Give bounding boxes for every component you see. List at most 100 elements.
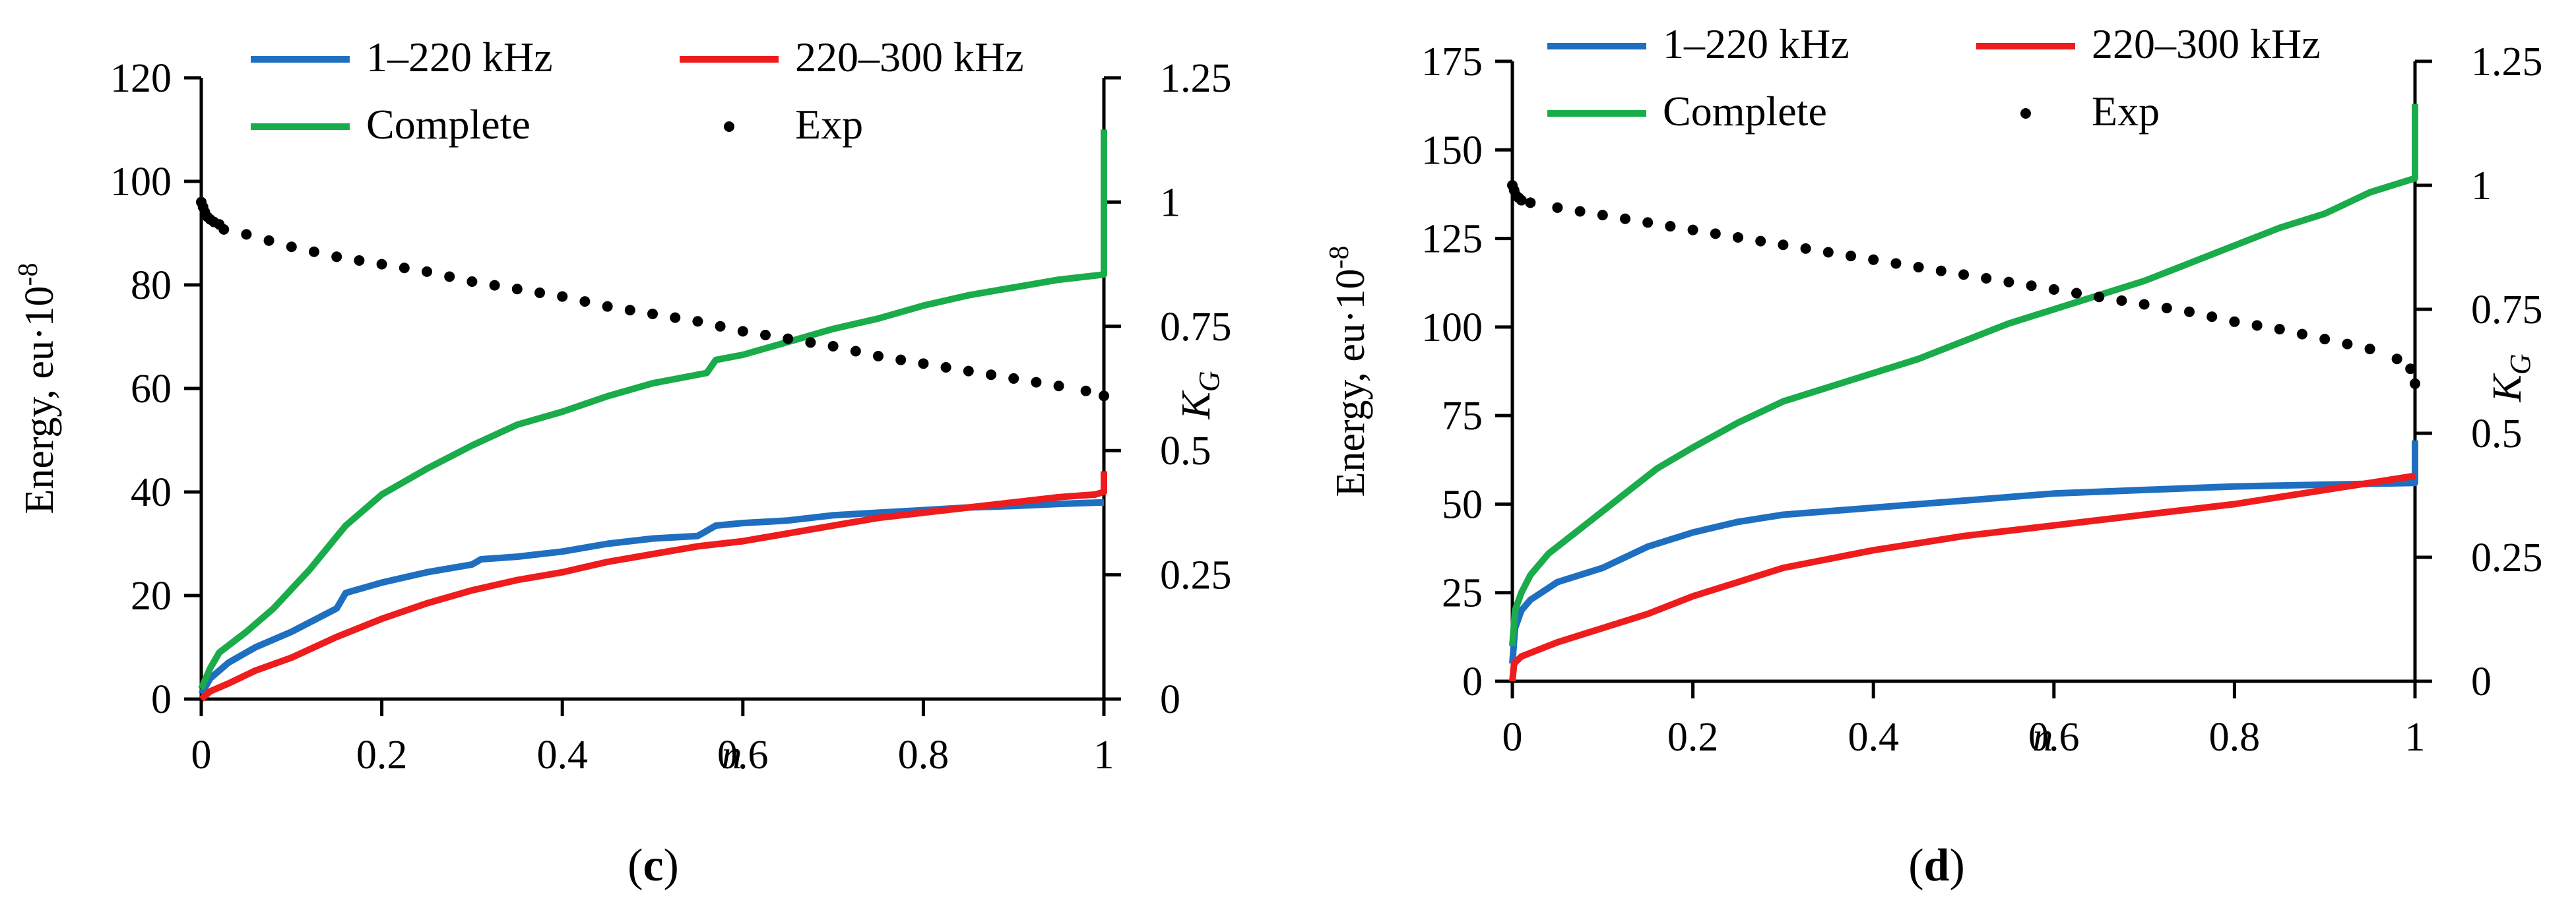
exp-point [805, 337, 816, 348]
y2-axis-label-subscript: G [2504, 353, 2536, 375]
caption-open: ( [1908, 840, 1923, 891]
exp-point [692, 316, 703, 327]
exp-point [2116, 295, 2127, 306]
exp-point [2391, 353, 2402, 365]
y2-tick-label: 0.5 [1160, 429, 1211, 474]
series-line-0 [198, 499, 1105, 696]
exp-point [354, 255, 365, 266]
exp-point [827, 340, 839, 352]
legend-swatch-dot [2020, 108, 2031, 119]
y-tick-label: 0 [151, 677, 172, 722]
exp-point [940, 361, 951, 373]
exp-point [1099, 390, 1109, 402]
exp-point [760, 329, 771, 340]
exp-point [1958, 269, 1969, 280]
x-tick-label: 0 [1502, 715, 1523, 760]
exp-point [2206, 311, 2218, 322]
legend-item: 1–220 kHz [1547, 20, 1850, 67]
series-exp [1507, 180, 2420, 389]
exp-point [557, 291, 568, 302]
exp-point [963, 365, 974, 377]
legend-item: Complete [1547, 88, 1827, 135]
series-line-2 [198, 129, 1107, 690]
y2-tick-label: 0 [2471, 659, 2492, 704]
exp-point [399, 262, 410, 274]
exp-point [2342, 338, 2353, 350]
exp-point [2048, 284, 2059, 295]
exp-point [1665, 221, 1676, 232]
exp-point [2405, 363, 2416, 375]
y-tick-label: 125 [1421, 217, 1483, 262]
y2-tick-label: 1.25 [1160, 56, 1232, 101]
exp-point [2319, 334, 2331, 345]
exp-point [1913, 262, 1924, 273]
legend-label: Exp [795, 101, 863, 148]
legend-swatch-dot [724, 121, 734, 132]
exp-point [1620, 213, 1630, 224]
exp-point [2003, 276, 2014, 288]
y-tick-label: 100 [1421, 305, 1483, 350]
exp-point [1031, 377, 1042, 388]
exp-point [1846, 251, 1856, 262]
exp-point [444, 271, 455, 282]
y2-tick-label: 1 [1160, 180, 1180, 225]
exp-point [670, 312, 681, 323]
panel-caption: (c) [628, 840, 679, 891]
exp-point [850, 346, 861, 357]
y2-tick-label: 0.75 [2471, 288, 2543, 332]
exp-point [624, 305, 635, 316]
y2-tick-label: 1 [2471, 164, 2492, 208]
exp-point [309, 246, 319, 257]
y2-axis-label-text: K [1174, 390, 1219, 420]
series-line-1 [199, 471, 1107, 702]
x-tick-label: 1 [2405, 715, 2426, 760]
exp-point [1642, 217, 1654, 228]
exp-point [218, 224, 230, 235]
y-tick-label: 100 [110, 160, 172, 204]
exp-point [2026, 280, 2037, 291]
exp-point [1981, 273, 1992, 284]
x-axis-label: n [2033, 715, 2053, 760]
legend: 1–220 kHz 220–300 kHz Complete Exp [1547, 20, 2321, 135]
x-tick-label: 0.2 [356, 733, 408, 778]
x-tick-label: 0.8 [898, 733, 950, 778]
x-tick-label: 0.4 [1848, 715, 1899, 760]
y-tick-label: 175 [1421, 40, 1483, 84]
exp-point [2139, 299, 2150, 310]
exp-point [2071, 288, 2082, 299]
y-axis-label: Energy, eu·10-8 [13, 262, 62, 514]
exp-point [1800, 243, 1811, 254]
exp-point [715, 321, 726, 332]
exp-point [1080, 385, 1091, 396]
exp-point [1755, 235, 1766, 247]
y2-tick-label: 0.25 [2471, 536, 2543, 580]
exp-point [1597, 210, 1608, 221]
y-axis-label-exponent: -8 [13, 262, 44, 286]
exp-point [1868, 254, 1879, 265]
exp-point [286, 241, 297, 253]
y-tick-label: 0 [1462, 659, 1483, 704]
legend: 1–220 kHz 220–300 kHz Complete Exp [251, 34, 1024, 148]
exp-point [1687, 224, 1698, 235]
exp-point [1053, 381, 1064, 392]
exp-point [331, 251, 342, 262]
caption-open: ( [628, 840, 643, 891]
y2-axis-label-text: K [2485, 373, 2530, 403]
y2-tick-label: 0.75 [1160, 305, 1232, 350]
exp-point [918, 358, 929, 369]
y2-axis-label: KG [2485, 353, 2536, 402]
exp-point [602, 301, 613, 312]
y-axis-label: Energy, eu·10-8 [1324, 245, 1373, 497]
legend-label: 220–300 kHz [2092, 20, 2321, 67]
exp-point [783, 333, 794, 344]
exp-point [1574, 206, 1586, 217]
legend-item: Complete [251, 101, 531, 148]
y-tick-label: 150 [1421, 128, 1483, 173]
legend-item: 220–300 kHz [1976, 20, 2321, 67]
exp-point [2251, 320, 2263, 331]
y-axis-label-text: Energy, eu·10 [1328, 268, 1373, 497]
exp-point [489, 280, 500, 291]
y-axis-label-exponent: -8 [1324, 245, 1355, 268]
exp-point [895, 354, 907, 365]
